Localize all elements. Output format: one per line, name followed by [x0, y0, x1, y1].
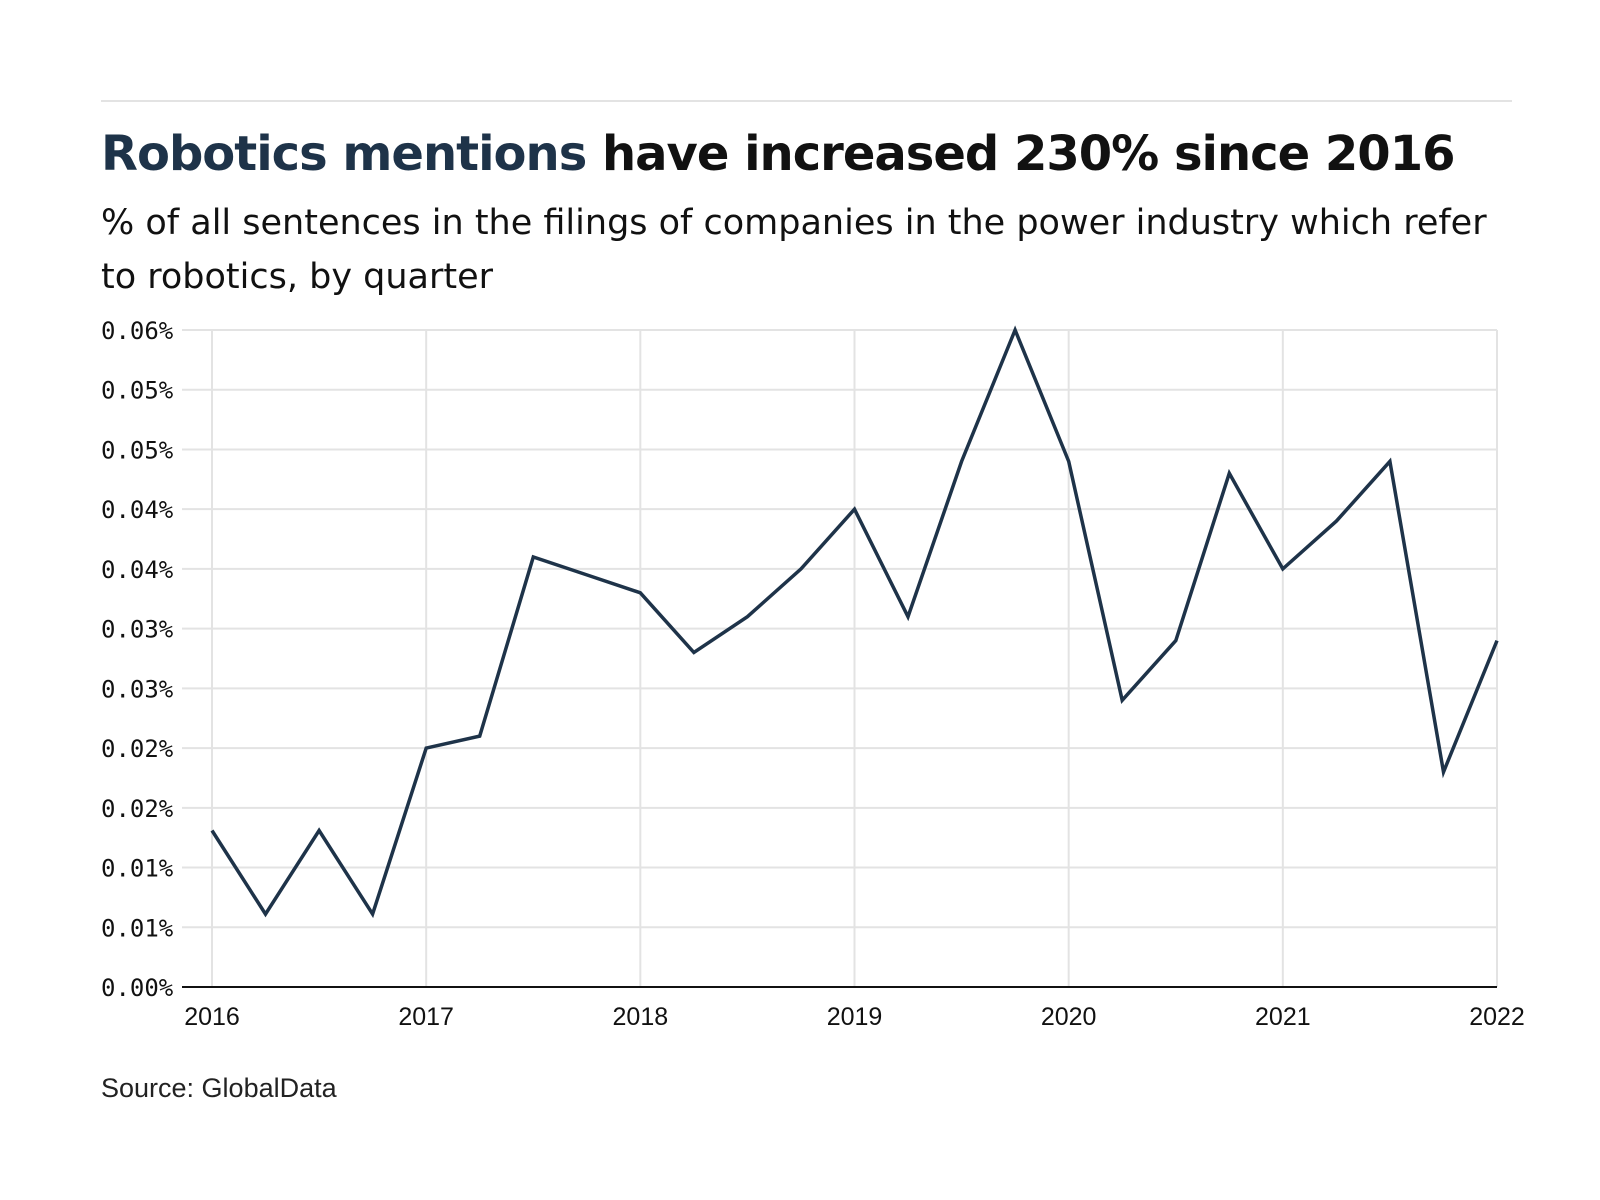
- top-divider: [101, 100, 1512, 102]
- x-tick-label: 2022: [1469, 1003, 1525, 1030]
- y-tick-label: 0.02%: [101, 795, 174, 823]
- title-highlight: Robotics mentions: [101, 126, 587, 182]
- y-tick-label: 0.02%: [101, 735, 174, 763]
- x-tick-label: 2016: [184, 1003, 240, 1030]
- y-tick-label: 0.04%: [101, 556, 174, 584]
- line-chart: 0.00% 0.01% 0.01% 0.02% 0.02% 0.03% 0.03% 0.04%…: [101, 317, 1525, 1030]
- title-rest: have increased 230% since 2016: [586, 126, 1456, 182]
- y-tick-label: 0.06%: [101, 317, 174, 345]
- y-tick-label: 0.01%: [101, 914, 174, 942]
- x-tick-label: 2019: [827, 1003, 883, 1030]
- y-tick-label: 0.05%: [101, 377, 174, 405]
- y-tick-label: 0.03%: [101, 675, 174, 703]
- y-tick-label: 0.04%: [101, 496, 174, 524]
- x-tick-label: 2018: [613, 1003, 669, 1030]
- x-tick-label: 2017: [398, 1003, 454, 1030]
- y-tick-label: 0.01%: [101, 855, 174, 883]
- x-tick-label: 2020: [1041, 1003, 1097, 1030]
- x-tick-label: 2021: [1255, 1003, 1311, 1030]
- chart-title: Robotics mentions have increased 230% si…: [101, 122, 1456, 186]
- series-line: [210, 325, 1499, 919]
- chart-subtitle: % of all sentences in the filings of com…: [101, 203, 1487, 297]
- y-tick-label: 0.03%: [101, 616, 174, 644]
- y-tick-label: 0.00%: [101, 974, 174, 1002]
- y-tick-label: 0.05%: [101, 436, 174, 464]
- source-note: Source: GlobalData: [101, 1073, 337, 1103]
